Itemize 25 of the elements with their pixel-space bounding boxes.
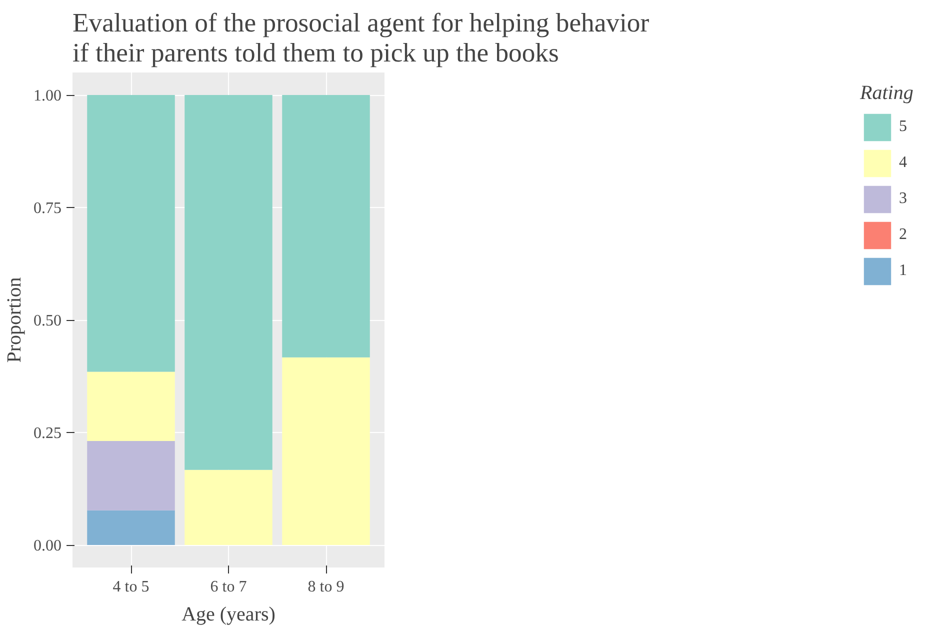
x-axis-title: Age (years) [182,604,276,626]
bar [184,470,272,545]
x-tick-label: 6 to 7 [210,578,247,596]
y-tick-label: 1.00 [34,88,62,104]
bar [184,95,272,470]
legend-label: 2 [899,226,908,244]
y-axis-title: Proportion [4,277,26,363]
legend-label: 4 [899,154,908,172]
bar [87,372,175,442]
x-tick-label: 4 to 5 [112,578,150,596]
y-tick-label: 0.50 [34,312,62,330]
legend-title: Rating [860,82,914,105]
bar [282,357,370,545]
x-tick-label: 8 to 9 [308,578,344,596]
y-tick-label: 0.25 [34,425,62,442]
bar [87,95,175,372]
chart-title: Evaluation of the prosocial agent for helping behavior if their parents told them to pick up the books [72,8,650,68]
y-tick-label: 0.75 [34,200,62,217]
legend-label: 1 [899,262,908,280]
bar [87,510,175,545]
bar [87,441,175,510]
y-tick-label: 0.00 [34,538,62,554]
legend-label: 3 [899,190,908,208]
bar [282,95,370,358]
legend-label: 5 [899,118,908,136]
